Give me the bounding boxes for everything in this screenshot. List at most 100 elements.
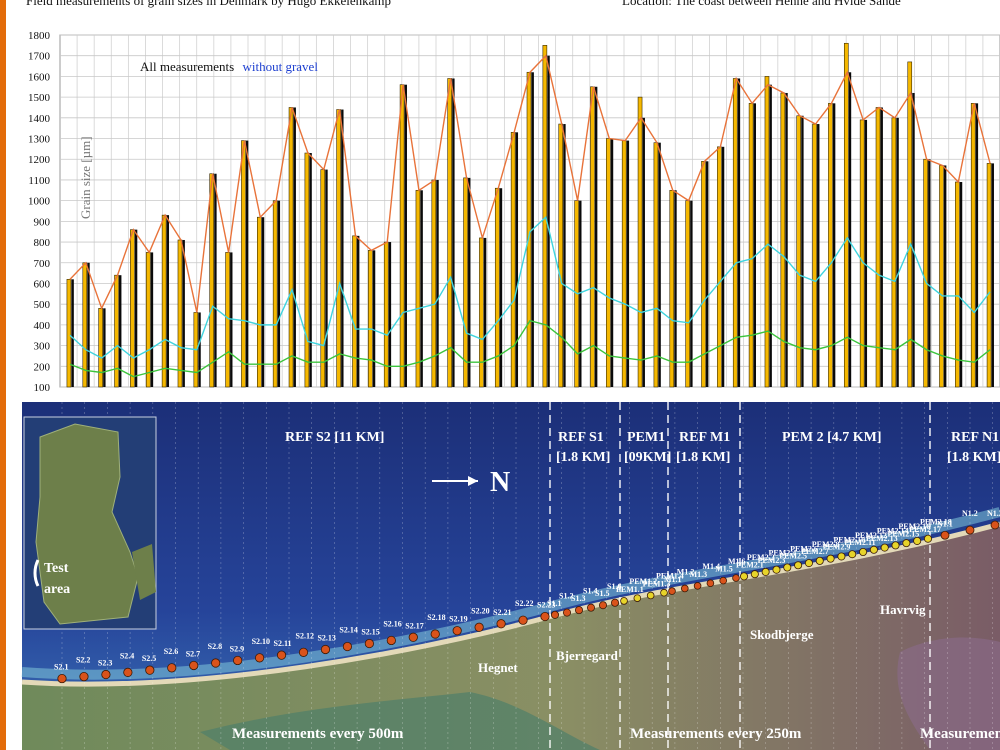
y-tick-label: 1500 <box>28 92 51 104</box>
measurement-label: PEM2.14 <box>877 527 909 536</box>
bar-all-measurements <box>606 138 611 388</box>
measurement-label: S2.23 <box>537 601 555 610</box>
measurement-label: PEM2.12 <box>855 531 887 540</box>
bar-without-gravel <box>737 78 741 387</box>
bar-all-measurements <box>304 152 310 388</box>
bar-without-gravel <box>214 173 217 387</box>
measurement-point <box>693 582 702 590</box>
measurement-point <box>57 673 67 684</box>
measurement-label: PEM2.11 <box>844 538 875 547</box>
bar-all-measurements <box>336 109 341 388</box>
bar-all-measurements <box>986 163 992 388</box>
measurement-point <box>880 543 889 552</box>
measurement-point <box>408 632 418 642</box>
measurement-label: PEM2.1 <box>736 560 764 569</box>
fjord <box>897 637 1000 750</box>
measurement-labels: S2.1 S2.2 S2.3 S2.4 S2.5 S2.6 S2.7 S2.8 S2.9 S2.1… <box>54 509 1000 672</box>
measurement-points <box>57 520 1000 684</box>
bar-all-measurements <box>463 177 468 388</box>
bar-without-gravel <box>785 92 788 387</box>
bar-without-gravel <box>801 115 804 388</box>
bar-all-measurements <box>352 235 357 388</box>
section-labels: REF S2 [11 KM] REF S1 [1.8 KM] PEM1 [09K… <box>285 430 1000 465</box>
bar-all-measurements <box>368 250 373 388</box>
bar-without-gravel <box>293 107 296 388</box>
measurement-label: PEM2.15 <box>888 529 920 538</box>
inset-zealand <box>132 544 156 600</box>
bar-all-measurements <box>542 45 548 388</box>
measurement-label: S2.17 <box>405 621 423 630</box>
measurement-label: M1.6 <box>728 557 746 566</box>
bar-all-measurements <box>288 107 294 388</box>
bar-without-gravel <box>610 138 614 387</box>
measurement-point <box>430 629 440 639</box>
bar-without-gravel <box>928 159 931 387</box>
measurement-point <box>167 663 177 673</box>
bar-all-measurements <box>82 262 88 388</box>
bar-all-measurements <box>970 103 976 388</box>
bar-without-gravel <box>896 117 899 387</box>
measurement-label: PEM1.4 <box>656 572 684 581</box>
bar-all-measurements <box>764 76 770 388</box>
measurement-point <box>750 570 759 579</box>
line-green-series <box>69 319 991 378</box>
bar-all-measurements <box>225 252 230 388</box>
measurement-point <box>783 563 792 572</box>
measurement-point <box>940 530 950 540</box>
measurement-point <box>848 550 857 559</box>
bar-all-measurements <box>98 308 103 388</box>
bar-all-measurements <box>939 165 944 388</box>
bar-all-measurements <box>590 86 595 388</box>
bar-without-gravel <box>261 217 265 387</box>
inset-test-area-marker <box>33 559 40 587</box>
measurement-point <box>452 626 462 636</box>
measurement-label: S2.14 <box>339 626 357 635</box>
bar-all-measurements <box>796 115 801 388</box>
coast-map: REF S2 [11 KM] REF S1 [1.8 KM] PEM1 [09K… <box>21 402 1000 750</box>
measurement-label: PEM2.4 <box>768 549 796 558</box>
bar-all-measurements <box>510 132 516 388</box>
measurement-point <box>342 641 353 652</box>
y-tick-label: 200 <box>34 361 51 373</box>
bar-without-gravel <box>658 142 661 387</box>
measurement-point <box>772 565 781 574</box>
section-pem1-length: [09KM] <box>624 450 671 465</box>
place-hegnet: Hegnet <box>478 660 518 675</box>
bar-all-measurements <box>637 96 643 388</box>
y-tick-label: 1700 <box>28 51 51 63</box>
bar-all-measurements <box>843 42 849 388</box>
bar-without-gravel <box>483 237 487 387</box>
measurement-label: PEM2.3 <box>758 556 786 565</box>
measurement-label: PEM2.9 <box>823 543 851 552</box>
measurement-label: S2.5 <box>142 654 156 663</box>
bar-without-gravel <box>912 92 915 387</box>
bar-all-measurements <box>891 117 897 388</box>
note-right: Measurement <box>920 726 1000 742</box>
svg-text:All measurements without g: All measurements without gravel <box>140 59 318 74</box>
measurement-point <box>254 653 265 663</box>
measurement-point <box>646 591 655 600</box>
map-gridlines <box>61 402 994 750</box>
land <box>22 524 1000 750</box>
measurement-label: N1.2 <box>962 509 978 518</box>
measurement-point <box>233 655 243 666</box>
measurement-label: PEM2.18 <box>920 518 952 527</box>
measurement-label: S2.18 <box>427 613 445 622</box>
bar-all-measurements <box>828 103 833 388</box>
bar-without-gravel <box>119 275 122 387</box>
bar-without-gravel <box>499 188 503 387</box>
y-axis-label: Grain size [µm] <box>78 136 93 219</box>
bar-without-gravel <box>198 312 201 387</box>
measurement-label: S2.22 <box>515 599 533 608</box>
bar-all-measurements <box>780 92 786 388</box>
legend-without-gravel: without gravel <box>242 59 318 74</box>
bar-without-gravel <box>452 78 455 387</box>
place-bjerregard: Bjerregard <box>556 648 619 663</box>
bar-without-gravel <box>547 55 550 388</box>
bar-all-measurements <box>955 181 960 388</box>
bar-all-measurements <box>66 279 72 388</box>
section-ref-s2: REF S2 [11 KM] <box>285 430 384 445</box>
bar-without-gravel <box>753 103 757 388</box>
y-tick-label: 1400 <box>28 113 51 125</box>
measurement-label: S2.11 <box>274 639 292 648</box>
